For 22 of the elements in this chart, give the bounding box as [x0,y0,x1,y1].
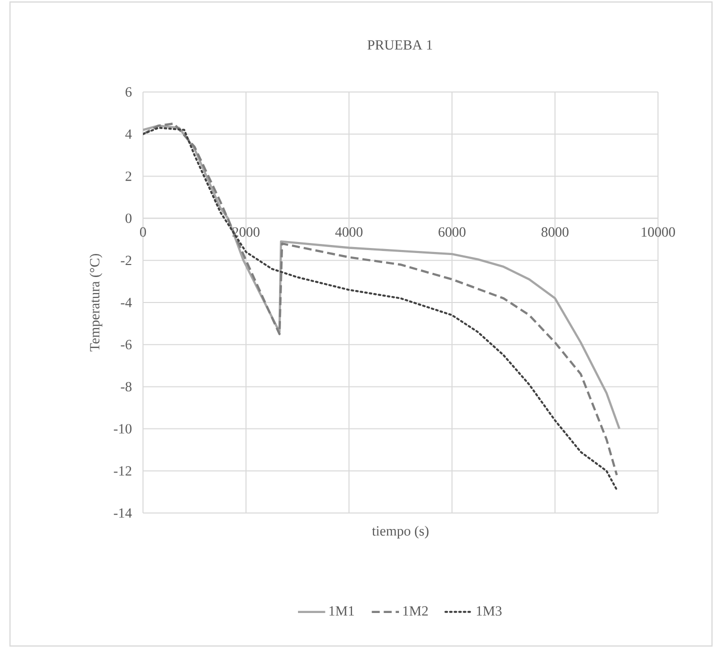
x-tick-label: 0 [140,227,146,237]
y-tick-label: 2 [126,172,132,181]
y-axis-title: Temperatura (°C) [90,254,102,352]
x-tick-label: 6000 [438,227,466,237]
x-tick-label: 4000 [335,227,362,237]
legend-label: 1M1 [330,606,354,616]
y-tick-label: -12 [114,466,132,476]
y-tick-label: 4 [125,129,132,139]
y-tick-label: 6 [126,87,132,97]
chart-title: PRUEBA 1 [368,40,432,50]
y-tick-label: -4 [120,298,132,308]
x-tick-label: 10000 [642,227,675,237]
legend-label: 1M2 [403,606,428,616]
y-tick-label: -10 [114,424,132,434]
y-tick-label: -14 [114,508,132,518]
y-tick-label: -8 [120,382,132,392]
x-tick-label: 8000 [542,227,568,237]
y-tick-label: -2 [120,256,132,266]
x-axis-title: tiempo (s) [372,526,428,539]
y-tick-label: -6 [120,340,132,350]
y-tick-label: 0 [126,214,132,224]
legend-label: 1M3 [476,606,502,616]
